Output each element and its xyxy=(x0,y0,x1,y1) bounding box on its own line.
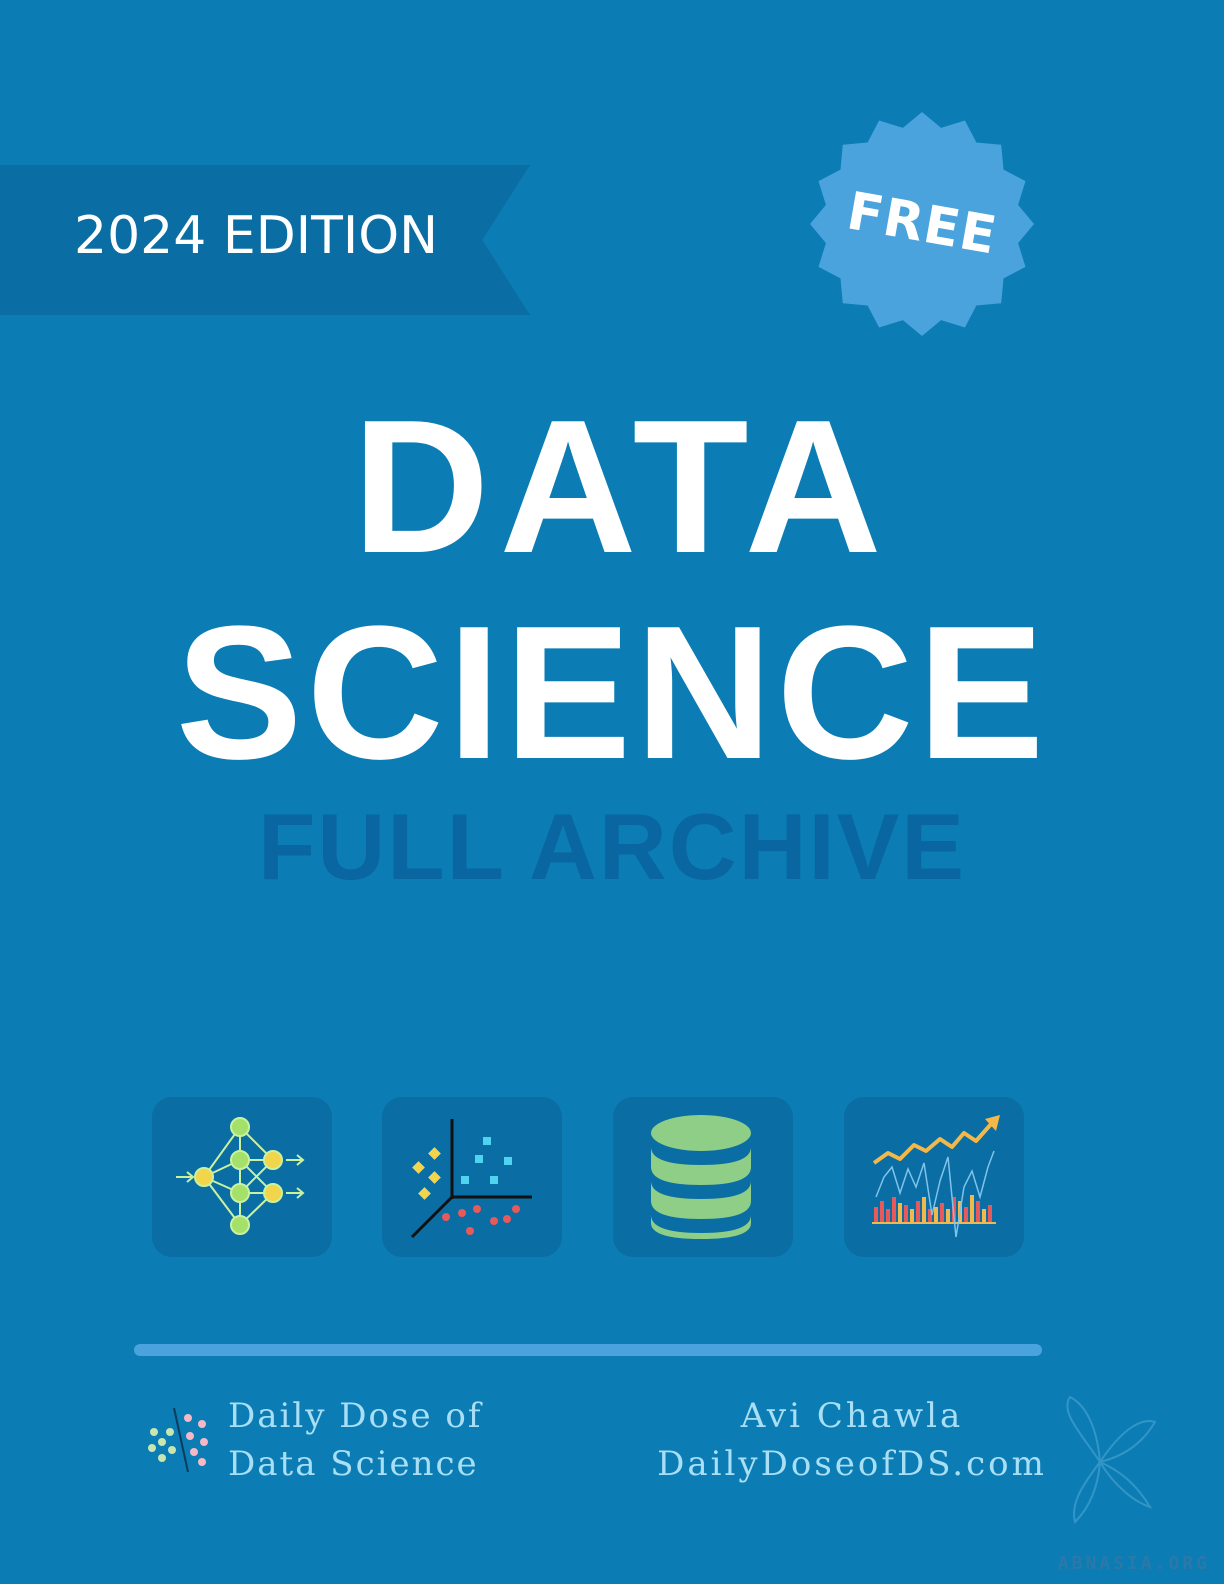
free-badge: FREE xyxy=(808,110,1036,338)
badge-starburst-icon xyxy=(810,112,1034,336)
author-name: Avi Chawla xyxy=(740,1396,964,1436)
title-line-1: DATA xyxy=(352,381,892,593)
scatter-plot-tile xyxy=(382,1097,562,1257)
neural-network-tile xyxy=(152,1097,332,1257)
database-icon xyxy=(651,1115,751,1239)
database-tile xyxy=(613,1097,793,1257)
title-line-2: SCIENCE xyxy=(175,587,1049,799)
trend-chart-icon xyxy=(872,1115,1000,1238)
scatter-plot-icon xyxy=(410,1119,532,1239)
edition-ribbon xyxy=(0,165,530,315)
brand-name: Daily Dose of Data Science xyxy=(228,1392,482,1488)
author-website: DailyDoseofDS.com xyxy=(657,1444,1047,1484)
brand-line-1: Daily Dose of xyxy=(228,1396,483,1436)
subtitle: FULL ARCHIVE xyxy=(257,794,967,899)
butterfly-watermark-icon xyxy=(1040,1392,1160,1532)
footer-divider xyxy=(134,1344,1042,1356)
neural-network-icon xyxy=(176,1117,305,1235)
dots-logo-icon xyxy=(144,1402,214,1478)
author-block: Avi Chawla DailyDoseofDS.com xyxy=(640,1392,1064,1488)
watermark-text: ABNASIA.ORG xyxy=(1057,1553,1210,1574)
free-badge-label: FREE xyxy=(842,181,1002,267)
brand-line-2: Data Science xyxy=(228,1444,479,1484)
trend-chart-tile xyxy=(844,1097,1024,1257)
edition-label: 2024 EDITION xyxy=(74,206,439,266)
